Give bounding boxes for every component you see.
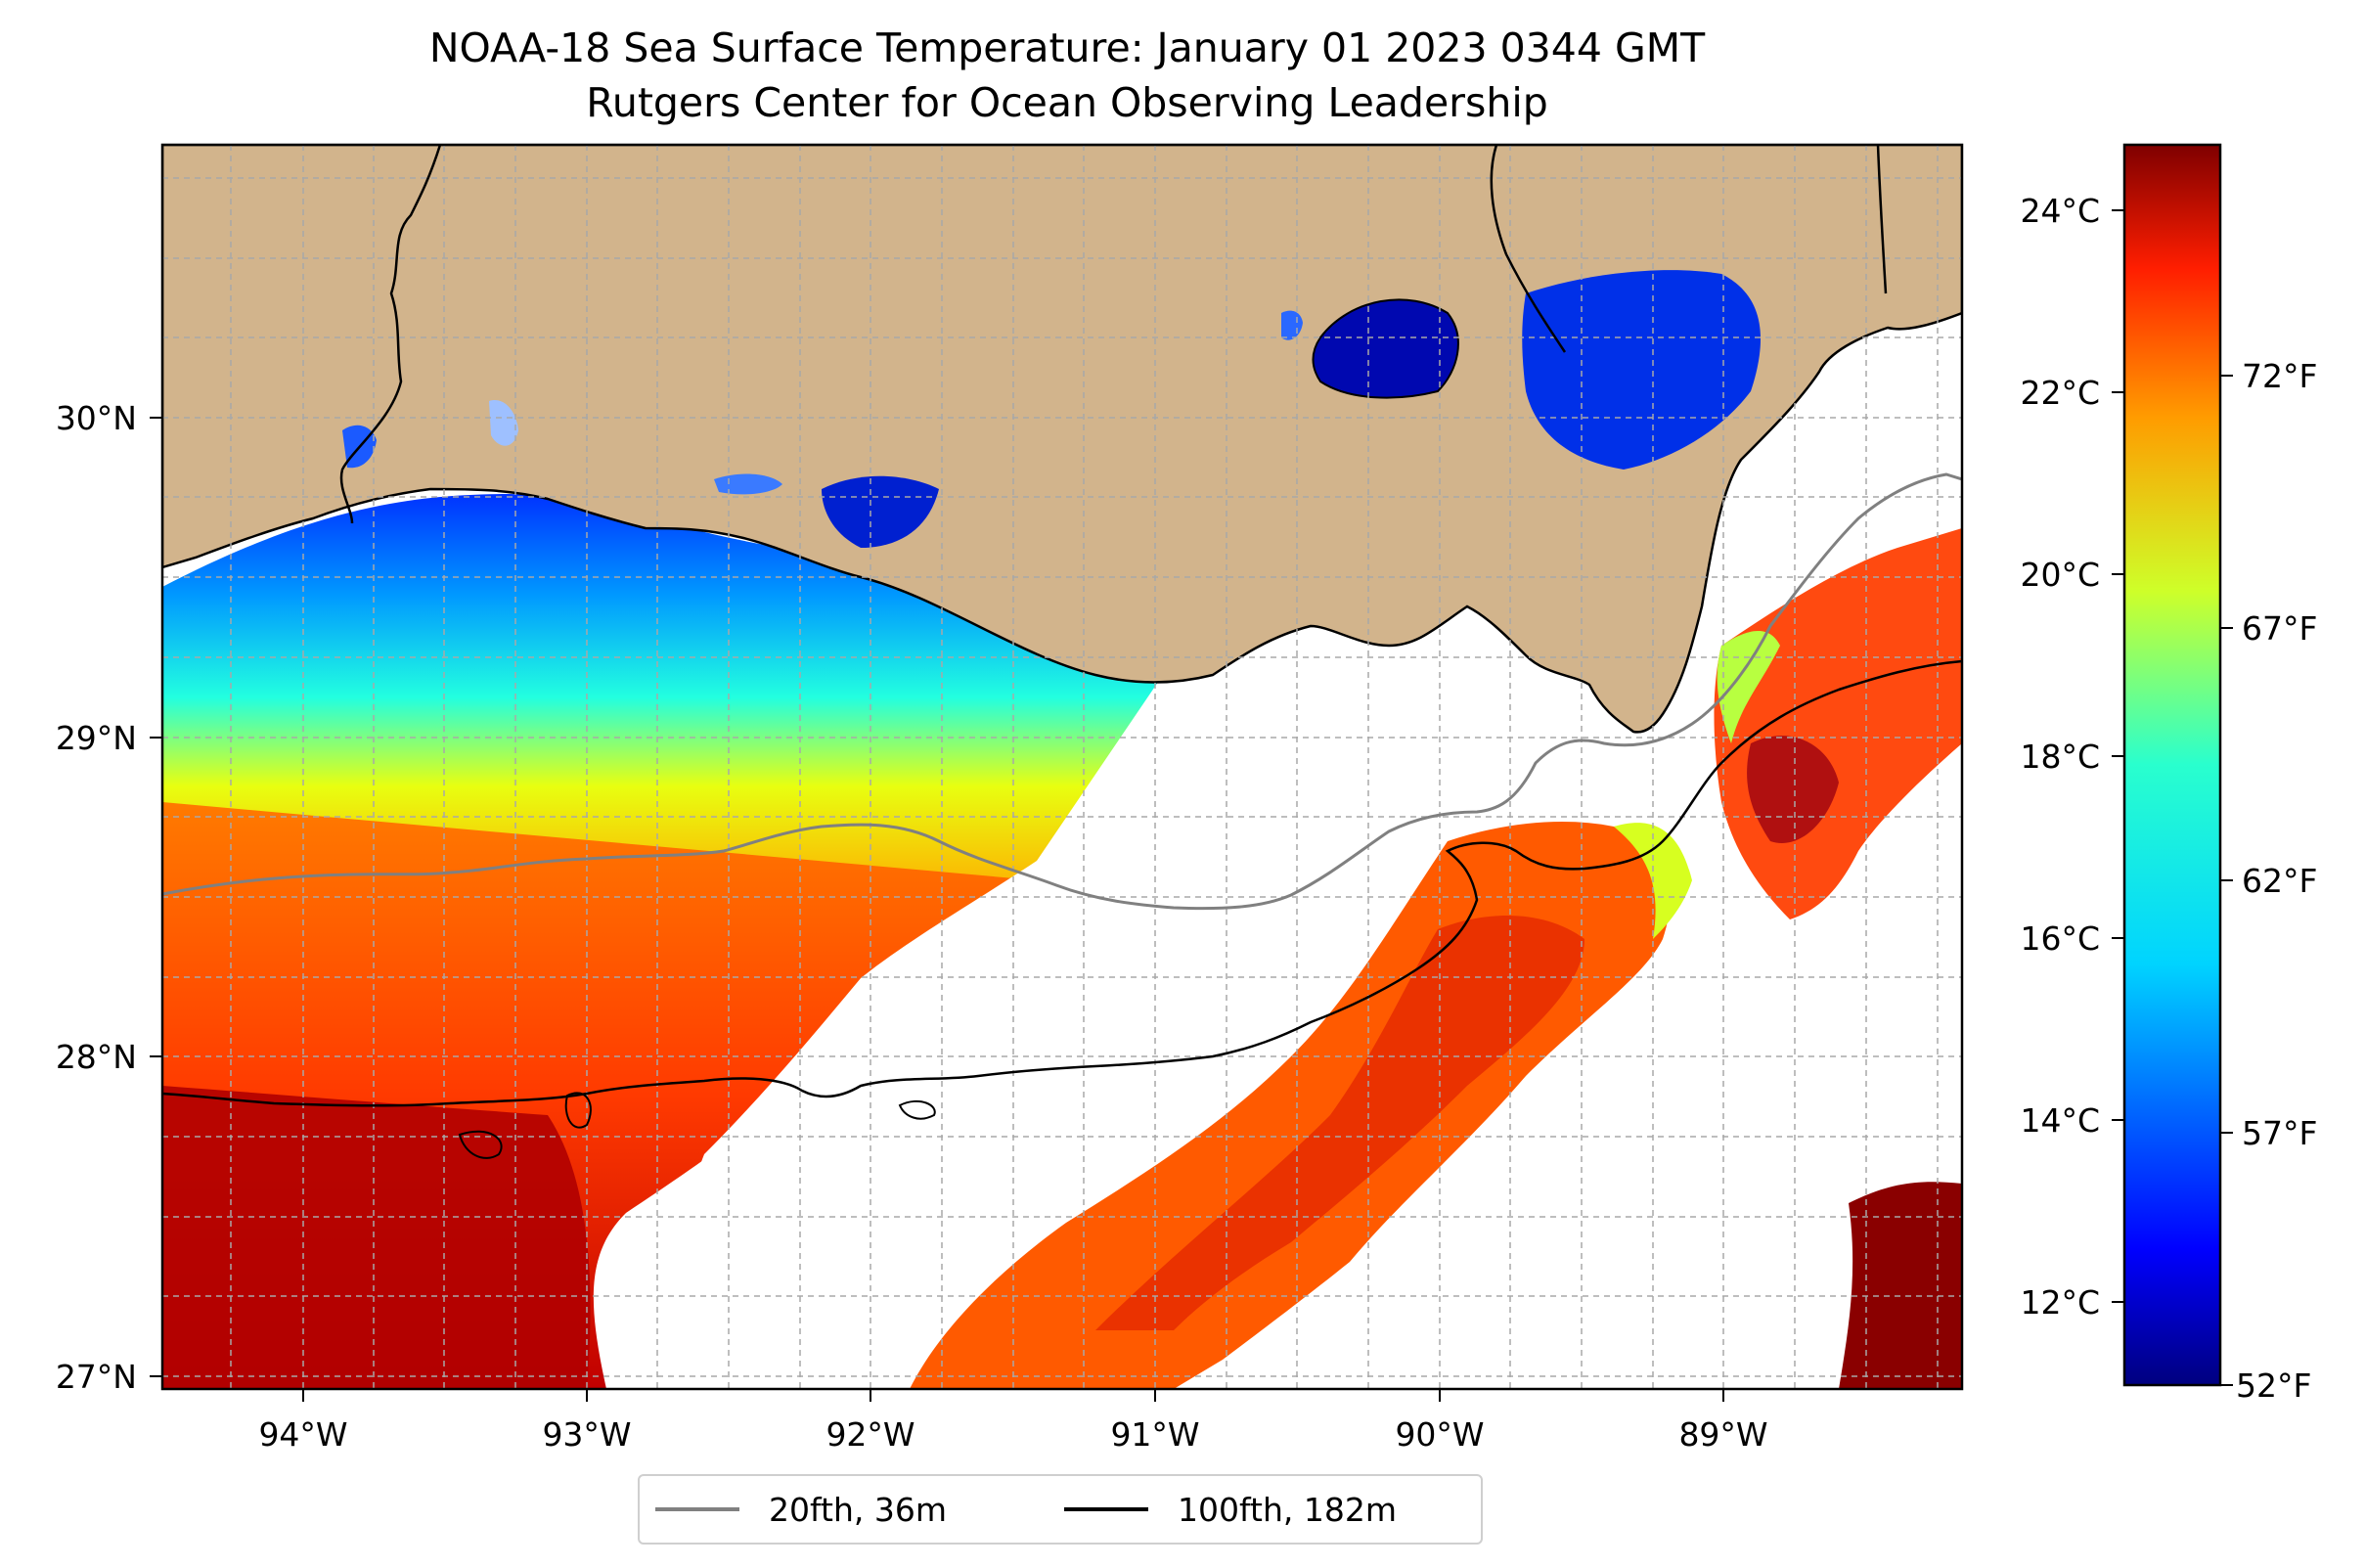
celsius-tick-label: 14°C xyxy=(2020,1101,2100,1140)
fahrenheit-tick-label: 67°F xyxy=(2242,609,2317,648)
lat-tick-label: 28°N xyxy=(56,1038,137,1076)
lon-tick-label: 94°W xyxy=(258,1415,347,1454)
map-frame xyxy=(160,143,1964,1391)
fahrenheit-tick-label: 57°F xyxy=(2242,1114,2317,1152)
fahrenheit-tick-label: 62°F xyxy=(2242,862,2317,900)
lon-tick-label: 90°W xyxy=(1395,1415,1484,1454)
land-louisiana xyxy=(162,145,1962,734)
lat-tick-label: 27°N xyxy=(56,1358,137,1396)
isobath-100fth-shoal xyxy=(898,1099,936,1120)
legend-label: 100fth, 182m xyxy=(1178,1490,1397,1529)
colorbar-celsius-ticks xyxy=(2112,209,2124,1303)
legend-swatch-black-line xyxy=(1064,1507,1148,1511)
lat-axis xyxy=(150,417,162,1377)
isobath-100fth xyxy=(162,659,1962,1107)
map-title: NOAA-18 Sea Surface Temperature: January… xyxy=(428,24,1706,71)
lon-axis xyxy=(302,1389,1724,1402)
celsius-tick-label: 22°C xyxy=(2020,374,2100,412)
legend-item-100fth: 100fth, 182m xyxy=(1064,1476,1397,1543)
state-boundary-texas-louisiana xyxy=(339,145,442,524)
isobath-legend: 20fth, 36m 100fth, 182m xyxy=(638,1474,1483,1545)
colorbar-fahrenheit-ticks xyxy=(2220,375,2233,1386)
lon-tick-label: 91°W xyxy=(1110,1415,1199,1454)
vermilion-bay xyxy=(822,475,939,548)
celsius-tick-label: 18°C xyxy=(2020,738,2100,776)
fahrenheit-tick-label: 72°F xyxy=(2242,357,2317,395)
isobath-100fth-shoal xyxy=(458,1130,503,1159)
map-subtitle: Rutgers Center for Ocean Observing Leade… xyxy=(586,79,1548,126)
lon-tick-label: 89°W xyxy=(1678,1415,1767,1454)
celsius-tick-label: 16°C xyxy=(2020,919,2100,958)
celsius-tick-label: 24°C xyxy=(2020,192,2100,230)
celsius-tick-label: 20°C xyxy=(2020,556,2100,594)
legend-item-20fth: 20fth, 36m xyxy=(655,1476,947,1543)
fahrenheit-tick-label: 52°F xyxy=(2236,1366,2311,1405)
lake-pontchartrain xyxy=(1312,298,1459,399)
sst-hot-region-southwest xyxy=(162,1086,591,1389)
sst-warm-band-east-core xyxy=(1095,916,1584,1330)
isobath-20fth xyxy=(162,472,1962,911)
celsius-tick-label: 12°C xyxy=(2020,1283,2100,1322)
legend-swatch-gray-line xyxy=(655,1507,739,1511)
state-boundary-louisiana-mississippi xyxy=(1490,145,1567,353)
state-boundary-mississippi-alabama xyxy=(1876,145,1888,294)
lon-tick-label: 92°W xyxy=(826,1415,915,1454)
sst-east-patch-yellow xyxy=(1717,631,1780,743)
isobath-100fth-shoal xyxy=(564,1092,592,1129)
lon-tick-label: 93°W xyxy=(542,1415,631,1454)
lat-tick-label: 30°N xyxy=(56,399,137,437)
colorbar xyxy=(2122,143,2222,1387)
legend-label: 20fth, 36m xyxy=(769,1490,947,1529)
grand-lake xyxy=(714,473,782,495)
lake-sabine xyxy=(489,400,518,446)
gridlines xyxy=(162,145,1962,1389)
sst-southeast-hot-patch xyxy=(1839,1182,1962,1389)
lat-tick-label: 29°N xyxy=(56,719,137,757)
